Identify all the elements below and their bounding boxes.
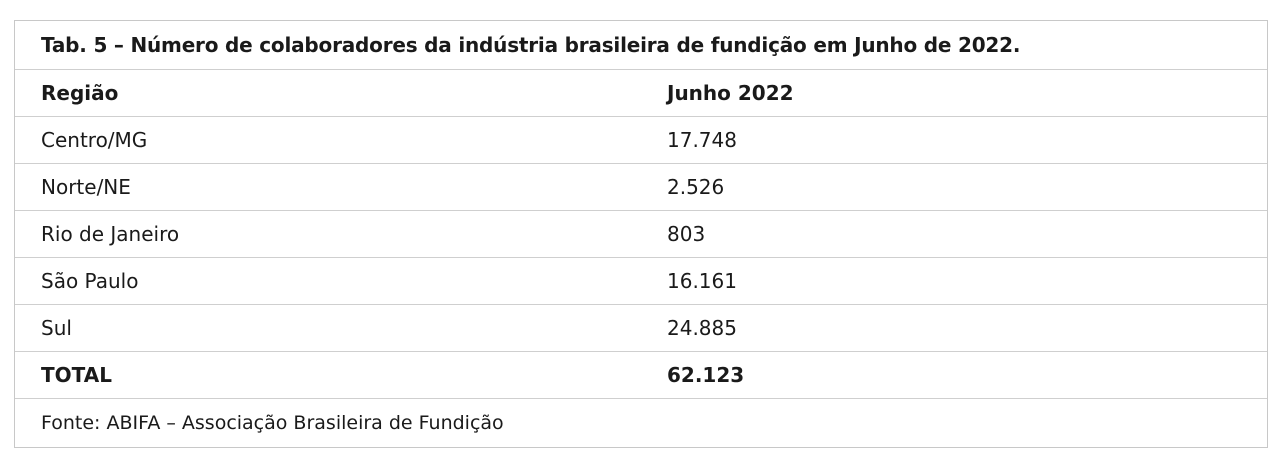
table-title-row: Tab. 5 – Número de colaboradores da indú… [15, 21, 1267, 70]
value-cell: 16.161 [667, 269, 737, 293]
table-row: Sul 24.885 [15, 305, 1267, 352]
region-cell: Rio de Janeiro [41, 222, 180, 246]
region-cell: Sul [41, 316, 72, 340]
source-row: Fonte: ABIFA – Associação Brasileira de … [15, 399, 1267, 447]
table-row: São Paulo 16.161 [15, 258, 1267, 305]
table-row: Norte/NE 2.526 [15, 164, 1267, 211]
employee-table: Tab. 5 – Número de colaboradores da indú… [14, 20, 1268, 448]
total-row: TOTAL 62.123 [15, 352, 1267, 399]
table-title: Tab. 5 – Número de colaboradores da indú… [41, 33, 1021, 57]
value-cell: 2.526 [667, 175, 725, 199]
value-cell: 24.885 [667, 316, 737, 340]
table-row: Centro/MG 17.748 [15, 117, 1267, 164]
total-value: 62.123 [667, 363, 745, 387]
total-label: TOTAL [41, 363, 112, 387]
header-region: Região [41, 81, 119, 105]
header-june-2022: Junho 2022 [667, 81, 794, 105]
source-note: Fonte: ABIFA – Associação Brasileira de … [41, 412, 504, 434]
region-cell: Norte/NE [41, 175, 131, 199]
value-cell: 17.748 [667, 128, 737, 152]
region-cell: São Paulo [41, 269, 139, 293]
table-header-row: Região Junho 2022 [15, 70, 1267, 117]
value-cell: 803 [667, 222, 706, 246]
region-cell: Centro/MG [41, 128, 148, 152]
table-row: Rio de Janeiro 803 [15, 211, 1267, 258]
